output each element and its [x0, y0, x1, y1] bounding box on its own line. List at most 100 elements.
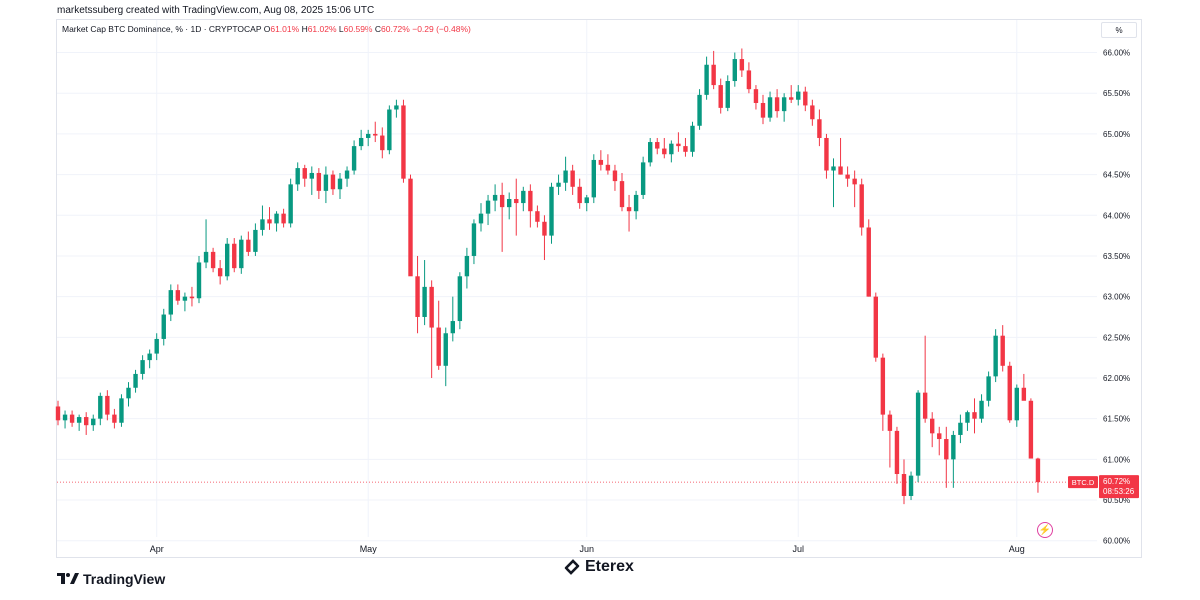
x-tick-label: Aug — [1009, 544, 1025, 554]
candle-body — [887, 414, 893, 431]
chart-frame — [56, 19, 1142, 558]
candle-body — [126, 387, 131, 399]
candle-body — [366, 133, 371, 138]
candle-body — [225, 243, 230, 277]
candle-body — [655, 142, 660, 149]
candle-body — [584, 197, 589, 204]
candle-body — [577, 186, 582, 204]
candle-body — [838, 166, 843, 175]
candle-body — [316, 172, 322, 191]
candle-body — [408, 178, 413, 277]
candle-body — [464, 255, 470, 277]
candle-body — [760, 102, 766, 118]
y-tick-label: 61.50% — [1103, 415, 1130, 424]
candle-body — [507, 199, 512, 208]
candle-body — [556, 182, 561, 187]
candle-body — [267, 219, 272, 224]
candle-body — [429, 286, 434, 328]
candle-body — [725, 81, 730, 108]
candle-body — [944, 439, 949, 460]
tradingview-logo: TradingView — [57, 571, 165, 587]
candle-body — [112, 414, 117, 423]
candle-body — [217, 268, 223, 277]
chart-credit: marketssuberg created with TradingView.c… — [57, 5, 375, 16]
candle-body — [965, 412, 970, 423]
candle-body — [789, 97, 794, 100]
percent-scale-button[interactable]: % — [1101, 22, 1137, 38]
candle-body — [69, 414, 75, 423]
candle-body — [288, 184, 293, 224]
candle-body — [676, 143, 681, 147]
candle-body — [1028, 400, 1034, 459]
candle-body — [697, 94, 702, 126]
candle-body — [930, 418, 935, 434]
candle-body — [246, 239, 251, 252]
candle-body — [351, 146, 357, 171]
candle-body — [535, 211, 540, 222]
candle-body — [824, 137, 829, 171]
candle-body — [422, 286, 427, 317]
candle-body — [1021, 387, 1027, 401]
candle-body — [958, 422, 963, 435]
bolt-icon[interactable]: ⚡ — [1037, 522, 1053, 538]
candle-body — [239, 239, 244, 269]
y-tick-label: 64.00% — [1103, 211, 1130, 220]
candle-body — [274, 213, 279, 224]
candle-body — [492, 194, 498, 201]
candle-body — [105, 395, 110, 415]
x-tick-label: Jul — [792, 544, 804, 554]
candle-body — [1007, 365, 1012, 421]
candle-body — [330, 174, 336, 190]
candle-body — [796, 91, 801, 100]
tradingview-mark-icon — [57, 573, 79, 584]
candle-body — [337, 178, 343, 190]
candle-body — [781, 97, 787, 112]
candle-body — [979, 400, 984, 419]
eterex-logo: Eterex — [563, 558, 634, 576]
candle-body — [972, 412, 977, 419]
eterex-mark-icon — [564, 559, 580, 575]
candle-body — [640, 162, 646, 195]
candle-body — [260, 219, 265, 230]
candle-body — [648, 142, 653, 163]
candle-body — [1035, 458, 1041, 483]
candle-body — [669, 143, 674, 155]
chart-legend: Market Cap BTC Dominance, % · 1D · CRYPT… — [62, 24, 471, 34]
candle-body — [323, 174, 329, 191]
candle-body — [1014, 387, 1019, 421]
candle-body — [753, 89, 759, 103]
symbol-tag-bg — [1068, 476, 1098, 489]
candle-body — [295, 168, 300, 185]
y-tick-label: 61.00% — [1103, 455, 1130, 464]
candle-body — [817, 119, 822, 138]
candle-body — [612, 170, 618, 182]
candle-body — [859, 184, 864, 228]
candle-body — [845, 174, 850, 179]
y-tick-label: 62.50% — [1103, 333, 1130, 342]
legend-open-key: O — [263, 24, 271, 34]
candle-body — [196, 262, 202, 299]
candle-body — [521, 190, 526, 204]
candle-body — [831, 166, 836, 171]
candle-body — [605, 164, 611, 171]
candle-body — [55, 406, 61, 421]
candle-body — [478, 213, 484, 224]
candle-body — [915, 392, 921, 476]
candle-body — [922, 392, 928, 419]
candle-body — [803, 91, 808, 106]
candle-body — [718, 85, 723, 108]
y-tick-label: 65.00% — [1103, 130, 1130, 139]
x-tick-label: May — [360, 544, 378, 554]
y-tick-label: 62.00% — [1103, 374, 1130, 383]
candle-body — [549, 186, 554, 236]
candle-body — [175, 290, 181, 301]
candle-body — [98, 395, 103, 419]
candle-body — [344, 170, 350, 179]
candle-body — [210, 251, 216, 269]
candle-body — [91, 418, 96, 426]
y-tick-label: 66.00% — [1103, 49, 1130, 58]
candle-body — [746, 70, 752, 90]
price-tag-bg — [1099, 475, 1139, 499]
candle-body — [147, 353, 152, 361]
